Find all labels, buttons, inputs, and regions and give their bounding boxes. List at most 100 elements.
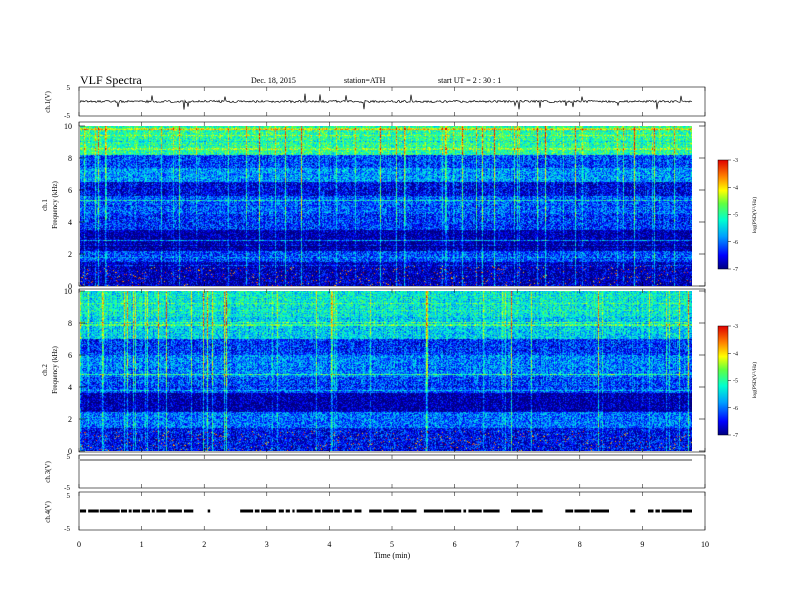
ch1-ytick-label-2: 2 xyxy=(68,250,72,259)
ch4-trace-segment xyxy=(383,509,399,513)
ch4-trace-segment xyxy=(99,509,120,513)
ch4-trace-segment xyxy=(342,509,352,513)
ch1-colorbar-tick-label: -5 xyxy=(733,213,738,219)
ch4-trace-segment xyxy=(647,509,654,513)
ch4-trace-segment xyxy=(88,509,99,513)
x-tick-label-5: 5 xyxy=(390,540,394,549)
ch1-colorbar: -3 -4 -5 -6 -7 log(PSD(V²/Hz) xyxy=(717,158,758,273)
ch4-trace-segment xyxy=(80,509,87,513)
ch4-trace-segment xyxy=(661,509,682,513)
x-tick-label-7: 7 xyxy=(515,540,519,549)
ch3-ytick-bottom: -5 xyxy=(64,484,70,492)
ch1-ytick-label-4: 4 xyxy=(68,218,72,227)
ch2-ytick-label-0: 0 xyxy=(68,447,72,456)
ch2-colorbar-ramp xyxy=(717,325,729,436)
ch2-ytick-label-10: 10 xyxy=(64,287,72,296)
ch3-waveform-panel: 5 -5 ch.3(V) xyxy=(44,453,706,492)
ch4-trace-segment xyxy=(531,509,543,513)
ch1-colorbar-tick-label: -6 xyxy=(733,240,738,246)
ch4-trace-segment xyxy=(141,509,151,513)
x-tick-label-6: 6 xyxy=(453,540,457,549)
ch4-trace-segment xyxy=(354,509,362,513)
ch2-colorbar: -3 -4 -5 -6 -7 log(PSD(V²/Hz) xyxy=(717,324,758,439)
x-tick-label-9: 9 xyxy=(640,540,644,549)
ch2-spectrogram-panel: 0 2 4 6 8 10 ch.2 Frequency (kHz) xyxy=(41,287,706,456)
ch1-ytick-label-10: 10 xyxy=(64,122,72,131)
ch1-colorbar-tick-label: -4 xyxy=(733,185,738,191)
ch4-trace-segment xyxy=(510,509,530,513)
ch4-ytick-top: 5 xyxy=(67,492,71,500)
ch4-trace-segment xyxy=(423,509,444,513)
ch4-trace-segment xyxy=(655,509,660,513)
ch4-trace-segment xyxy=(590,509,610,513)
ch2-ytick-label-2: 2 xyxy=(68,415,72,424)
ch4-trace-segment xyxy=(278,509,284,513)
ch4-trace-segment xyxy=(183,509,194,513)
ch4-trace-segment xyxy=(120,509,128,513)
ch2-ytick-label-6: 6 xyxy=(68,351,72,360)
ch4-trace-segment xyxy=(468,509,482,513)
x-tick-label-8: 8 xyxy=(578,540,582,549)
ch4-trace-segment xyxy=(296,509,313,513)
x-axis-label: Time (min) xyxy=(374,551,411,560)
ch1-ylabel-frequency: Frequency (kHz) xyxy=(51,181,59,229)
ch4-ytick-bottom: -5 xyxy=(64,525,70,533)
x-tick-label-10: 10 xyxy=(701,540,709,549)
ch2-ytick-label-4: 4 xyxy=(68,383,72,392)
x-tick-label-1: 1 xyxy=(140,540,144,549)
ch4-trace-segment xyxy=(334,509,340,513)
ch4-ylabel: ch.4(V) xyxy=(44,501,52,523)
ch1-colorbar-tick-label: -7 xyxy=(733,267,738,273)
ch4-trace-segment xyxy=(322,509,334,513)
ch4-trace-segment xyxy=(292,509,295,513)
ch4-trace-segment xyxy=(254,509,260,513)
ch1-ytick-label-0: 0 xyxy=(68,282,72,291)
ch4-trace-segment xyxy=(444,509,462,513)
ch2-colorbar-label: log(PSD(V²/Hz) xyxy=(751,362,758,398)
ch2-colorbar-tick-label: -7 xyxy=(733,433,738,439)
ch1-ytick-label-6: 6 xyxy=(68,186,72,195)
start-time-label: start UT = 2 : 30 : 1 xyxy=(438,76,501,85)
ch3-ylabel: ch.3(V) xyxy=(44,461,52,483)
ch1-ytick-label-8: 8 xyxy=(68,154,72,163)
ch2-spectrogram-image xyxy=(80,291,692,451)
x-tick-label-0: 0 xyxy=(77,540,81,549)
ch4-trace-segment xyxy=(483,509,500,513)
ch4-trace-segment xyxy=(565,509,574,513)
date-label: Dec. 18, 2015 xyxy=(251,76,296,85)
ch4-trace-segment xyxy=(369,509,382,513)
ch2-colorbar-tick-label: -5 xyxy=(733,379,738,385)
ch4-trace-segment xyxy=(128,509,132,513)
ch2-colorbar-tick-label: -6 xyxy=(733,406,738,412)
ch4-trace-segment xyxy=(240,509,254,513)
ch2-ytick-label-8: 8 xyxy=(68,319,72,328)
ch4-trace-segment xyxy=(463,509,467,513)
ch4-trace-segment xyxy=(630,509,636,513)
ch3-waveform-frame xyxy=(78,454,706,489)
ch4-waveform-trace xyxy=(80,509,692,513)
ch1-ytick-top: 5 xyxy=(67,84,71,92)
ch4-trace-segment xyxy=(132,509,141,513)
ch4-trace-segment xyxy=(207,509,211,513)
station-label: station=ATH xyxy=(344,76,386,85)
ch1-colorbar-tick-label: -3 xyxy=(733,158,738,164)
x-tick-label-3: 3 xyxy=(265,540,269,549)
ch4-trace-segment xyxy=(314,509,321,513)
ch1-colorbar-label: log(PSD(V²/Hz) xyxy=(751,197,758,233)
ch3-ytick-top: 5 xyxy=(67,453,71,461)
ch4-trace-segment xyxy=(574,509,590,513)
ch2-colorbar-tick-label: -3 xyxy=(733,324,738,330)
ch1-ylabel: ch.1(V) xyxy=(44,91,52,113)
ch4-trace-segment xyxy=(261,509,277,513)
ch4-trace-segment xyxy=(151,509,155,513)
ch4-waveform-panel: 5 -5 ch.4(V) xyxy=(44,491,706,533)
ch4-trace-segment xyxy=(156,509,166,513)
x-tick-label-4: 4 xyxy=(327,540,331,549)
ch1-spectrogram-image xyxy=(80,126,692,286)
ch1-waveform-panel: 5 -5 ch.1(V) xyxy=(44,84,706,120)
ch4-trace-segment xyxy=(682,509,692,513)
ch1-spectrogram-panel: 0 2 4 6 8 10 ch.1 Frequency (kHz) xyxy=(41,121,706,291)
ch4-trace-segment xyxy=(400,509,417,513)
